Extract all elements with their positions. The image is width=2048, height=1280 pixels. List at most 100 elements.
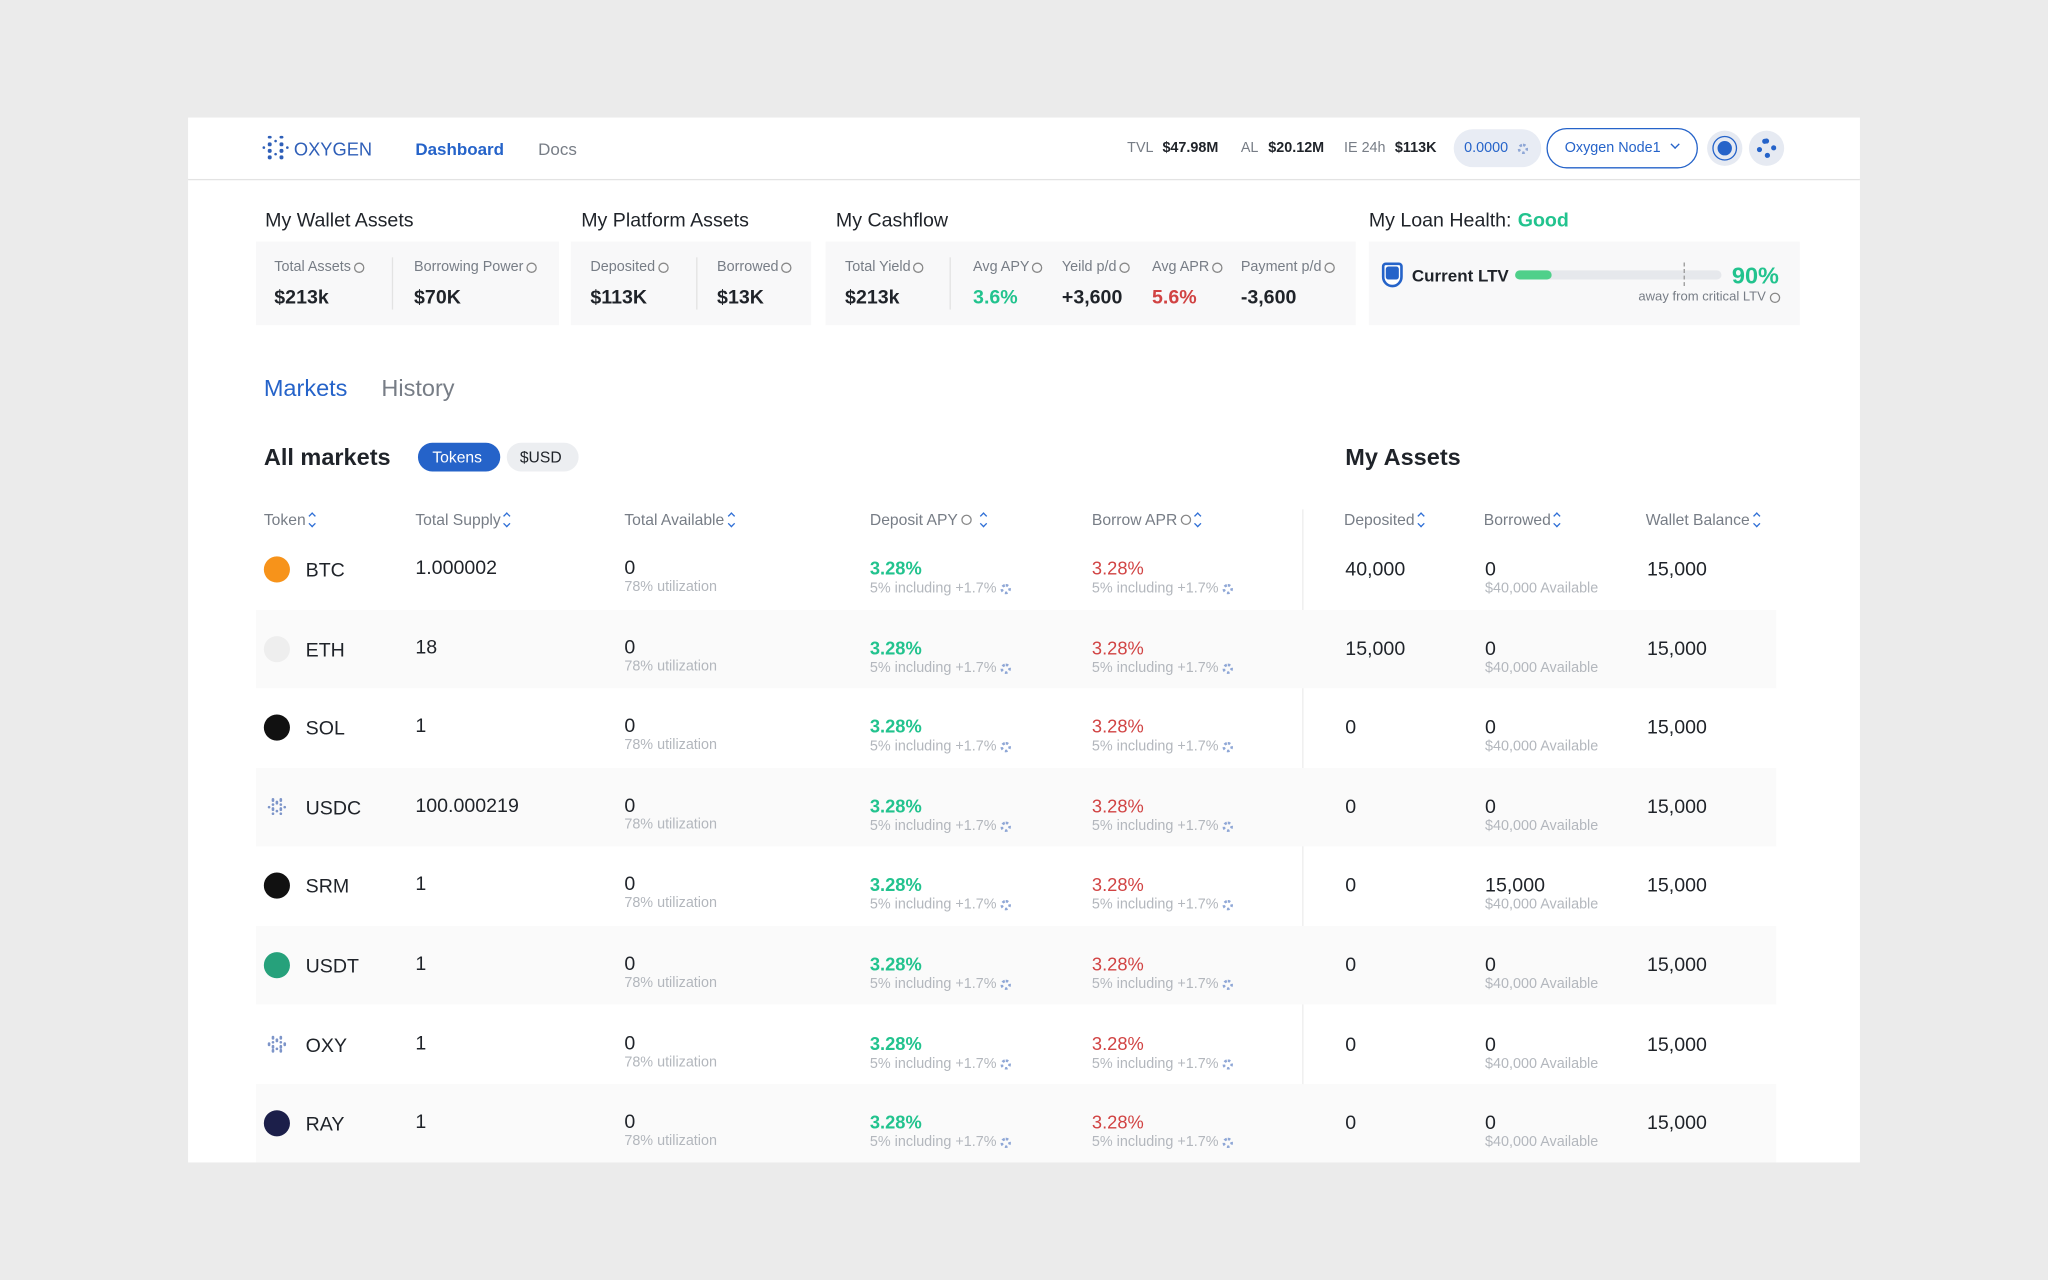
- summary-label: Avg APR: [1151, 259, 1210, 275]
- column-header[interactable]: Deposit APY: [869, 510, 958, 529]
- logo-dot: [279, 135, 284, 140]
- summary-label: Deposited: [590, 259, 656, 275]
- logo-dot: [285, 145, 290, 150]
- ltv-value: 90%: [1731, 262, 1779, 289]
- cell-note: 78% utilization: [624, 816, 717, 833]
- ltv-fill: [1515, 270, 1552, 280]
- cell: 0: [1485, 637, 1496, 660]
- toggle[interactable]: Tokens: [432, 447, 482, 467]
- logo-dot: [267, 1042, 271, 1047]
- cell-note: 5% including +1.7%: [869, 580, 997, 597]
- info-icon: [1119, 262, 1130, 273]
- column-header[interactable]: Borrow APR: [1091, 510, 1178, 529]
- borrow-apr: 3.28%: [1091, 795, 1144, 817]
- column-header[interactable]: Deposited: [1343, 510, 1415, 529]
- cell: 0: [624, 1111, 636, 1134]
- toggle[interactable]: $USD: [519, 447, 562, 467]
- nav-link[interactable]: Dashboard: [415, 139, 505, 159]
- cell: 15,000: [1647, 558, 1707, 581]
- info-icon: [1769, 292, 1781, 304]
- cell: 1.000002: [415, 557, 498, 580]
- info-icon: [1324, 262, 1335, 273]
- cell-note: 78% utilization: [624, 658, 717, 675]
- node-button[interactable]: [1546, 127, 1698, 169]
- summary-divider: [949, 257, 951, 310]
- column-header[interactable]: Borrowed: [1483, 510, 1551, 529]
- token-icon: [263, 714, 290, 741]
- cell: 1: [415, 715, 427, 738]
- cell-note: $40,000 Available: [1485, 1055, 1599, 1072]
- note-icon: [1000, 742, 1011, 753]
- summary-divider: [696, 257, 698, 310]
- logo-dot: [267, 805, 271, 809]
- cell: 15,000: [1647, 1112, 1707, 1135]
- info-icon: [526, 262, 537, 273]
- deposit-apy: 3.28%: [869, 715, 922, 737]
- cell-note: $40,000 Available: [1485, 976, 1599, 992]
- deposit-apy: 3.28%: [869, 953, 922, 975]
- column-header[interactable]: Total Supply: [415, 510, 501, 529]
- cell: 0: [1345, 1033, 1357, 1056]
- summary-divider: [391, 257, 394, 310]
- toggle-on[interactable]: [417, 442, 501, 472]
- summary-label: Total Yield: [845, 259, 911, 275]
- loan-box: [1368, 241, 1800, 326]
- token-icon: [263, 635, 290, 662]
- note-icon: [1222, 1137, 1233, 1149]
- summary-value: $113K: [590, 286, 648, 309]
- cell: 15,000: [1647, 874, 1707, 898]
- note-icon: [1000, 821, 1011, 832]
- note-icon: [1222, 979, 1233, 991]
- logo-dot: [279, 811, 283, 816]
- summary-box: [825, 241, 1356, 326]
- deposit-apy: 3.28%: [869, 636, 922, 658]
- tab[interactable]: History: [381, 374, 455, 401]
- token: ETH: [305, 638, 345, 662]
- cell: 15,000: [1345, 637, 1406, 660]
- info-icon: [658, 262, 669, 273]
- loan-status: Good: [1517, 209, 1569, 232]
- cell: 15,000: [1647, 954, 1707, 977]
- cell: 0: [624, 715, 636, 738]
- cell: 0: [1345, 795, 1357, 819]
- token: BTC: [305, 559, 345, 582]
- row-bg: [255, 767, 1777, 847]
- column-header[interactable]: Wallet Balance: [1645, 510, 1750, 529]
- cell-note: 5% including +1.7%: [869, 1134, 997, 1151]
- stat-label: TVL: [1127, 140, 1154, 157]
- cell: 0: [1485, 1033, 1496, 1056]
- cell: 0: [1485, 1112, 1496, 1135]
- summary-label: Payment p/d: [1240, 259, 1322, 275]
- column-header[interactable]: Total Available: [624, 510, 725, 529]
- logo-dot: [273, 152, 278, 156]
- cell-note: 5% including +1.7%: [869, 659, 997, 676]
- deposit-apy: 3.28%: [869, 1111, 922, 1133]
- deposit-apy: 3.28%: [869, 874, 922, 896]
- section-title: My Assets: [1345, 444, 1461, 471]
- cell: 0: [1345, 954, 1357, 977]
- summary-label: Total Assets: [274, 259, 351, 275]
- logo-dot: [268, 149, 272, 153]
- node[interactable]: Oxygen Node1: [1564, 140, 1661, 157]
- logo-dot: [275, 809, 279, 813]
- info-icon: [961, 514, 972, 526]
- cell-note: 5% including +1.7%: [869, 897, 997, 913]
- stat-label: IE 24h: [1343, 140, 1386, 157]
- summary-title: My Platform Assets: [581, 209, 749, 232]
- tab[interactable]: Markets: [263, 374, 348, 401]
- note-icon: [1000, 900, 1011, 911]
- cell: 0: [1345, 716, 1357, 739]
- logo-dot: [271, 1049, 275, 1053]
- borrow-apr: 3.28%: [1091, 1032, 1144, 1054]
- toggle-off[interactable]: [506, 442, 579, 472]
- column-header[interactable]: Token: [263, 510, 306, 529]
- logo-dot: [283, 1042, 287, 1047]
- borrow-apr: 3.28%: [1091, 874, 1144, 896]
- borrow-apr: 3.28%: [1091, 1111, 1144, 1133]
- info-icon: [1031, 262, 1043, 273]
- nav-link[interactable]: Docs: [538, 139, 577, 159]
- logo-dot: [271, 811, 275, 816]
- balance-icon: [1517, 143, 1529, 155]
- summary-title: My Cashflow: [835, 209, 949, 232]
